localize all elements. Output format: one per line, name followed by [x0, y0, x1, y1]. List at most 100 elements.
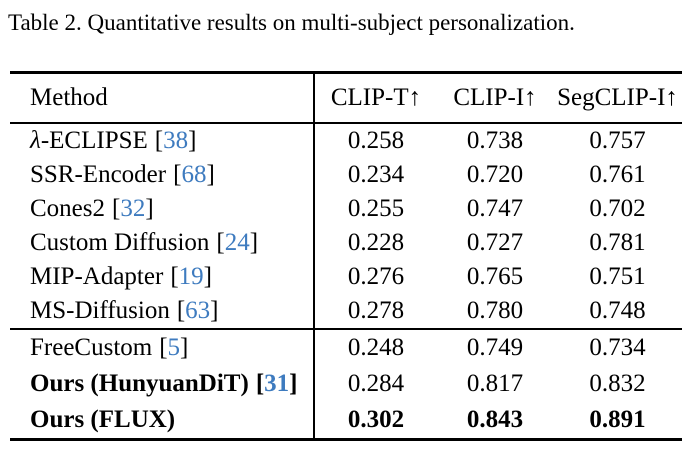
citation-link[interactable]: 38 [163, 127, 189, 154]
citation: [24] [216, 229, 258, 256]
citation-close-bracket: ] [249, 229, 259, 256]
col-header-clip-t: CLIP-T↑ [313, 74, 437, 122]
clip-i-value: 0.843 [466, 406, 524, 433]
method-name: Custom Diffusion [30, 229, 210, 256]
citation-link[interactable]: 68 [181, 161, 207, 188]
citation: [38] [155, 127, 197, 154]
citation-link[interactable]: 5 [167, 334, 181, 361]
method-name: Cones2 [30, 195, 105, 222]
clip-t-value: 0.255 [313, 192, 437, 226]
table-row: Ours (FLUX) 0.302 0.843 0.891 [10, 402, 682, 438]
segclip-i-value: 0.781 [589, 229, 646, 256]
clip-t-value: 0.258 [313, 124, 437, 158]
citation-close-bracket: ] [210, 297, 219, 324]
results-table: Method CLIP-T↑ CLIP-I↑ SegCLIP-I↑ λ-ECLI… [10, 71, 682, 441]
midrule [10, 328, 682, 330]
citation-close-bracket: ] [206, 161, 215, 188]
clip-i-value: 0.765 [466, 263, 524, 290]
table-row: SSR-Encoder [68] 0.234 0.720 0.761 [10, 158, 682, 192]
citation-open-bracket: [ [255, 370, 265, 397]
method-cell: MIP-Adapter [19] [10, 260, 313, 294]
segclip-i-value: 0.748 [589, 297, 646, 324]
clip-i-value: 0.780 [466, 297, 524, 324]
header-separator-rule [10, 122, 682, 124]
method-name: MS-Diffusion [30, 297, 170, 324]
method-name: SSR-Encoder [30, 161, 167, 188]
method-name: FreeCustom [30, 334, 153, 361]
method-cell: λ-ECLIPSE [38] [10, 124, 313, 158]
table-row: λ-ECLIPSE [38] 0.258 0.738 0.757 [10, 124, 682, 158]
table-caption: Table 2. Quantitative results on multi-s… [8, 10, 575, 35]
citation-open-bracket: [ [112, 195, 121, 222]
clip-t-value: 0.276 [313, 260, 437, 294]
table-bottom-rule [10, 438, 682, 441]
segclip-i-value: 0.734 [589, 334, 646, 361]
citation-close-bracket: ] [145, 195, 154, 222]
citation-link[interactable]: 19 [178, 263, 204, 290]
clip-t-value: 0.278 [313, 294, 437, 328]
clip-t-value: 0.302 [313, 402, 437, 438]
citation-open-bracket: [ [176, 297, 186, 324]
method-cell: MS-Diffusion [63] [10, 294, 313, 328]
table-row: Cones2 [32] 0.255 0.747 0.702 [10, 192, 682, 226]
clip-i-value: 0.720 [466, 161, 524, 188]
segclip-i-value: 0.751 [589, 263, 646, 290]
baseline-methods-block: λ-ECLIPSE [38] 0.258 0.738 0.757 SSR-Enco… [10, 124, 682, 328]
citation-close-bracket: ] [289, 370, 298, 397]
citation: [31] [256, 370, 298, 397]
clip-i-value: 0.738 [466, 127, 524, 154]
citation: [68] [173, 161, 215, 188]
segclip-i-value: 0.702 [589, 195, 646, 222]
citation-open-bracket: [ [154, 127, 164, 154]
header-row: Method CLIP-T↑ CLIP-I↑ SegCLIP-I↑ [10, 74, 682, 122]
method-cell: FreeCustom [5] [10, 330, 313, 366]
table-row: Ours (HunyuanDiT) [31] 0.284 0.817 0.832 [10, 366, 682, 402]
clip-t-value: 0.228 [313, 226, 437, 260]
clip-t-value: 0.284 [313, 366, 437, 402]
citation: [63] [177, 297, 219, 324]
method-name: Ours (HunyuanDiT) [30, 370, 249, 397]
table-top-rule [10, 71, 682, 74]
citation-close-bracket: ] [180, 334, 189, 361]
method-name: Ours (FLUX) [30, 406, 176, 433]
table-row: MIP-Adapter [19] 0.276 0.765 0.751 [10, 260, 682, 294]
citation-open-bracket: [ [216, 229, 225, 256]
col-header-segclip-i: SegCLIP-I↑ [557, 84, 678, 111]
method-cell: Ours (HunyuanDiT) [31] [10, 366, 313, 402]
segclip-i-value: 0.891 [589, 406, 646, 433]
citation-link[interactable]: 24 [224, 229, 250, 256]
segclip-i-value: 0.832 [589, 370, 646, 397]
citation-close-bracket: ] [203, 263, 212, 290]
col-header-method: Method [30, 84, 108, 111]
citation-open-bracket: [ [173, 161, 182, 188]
method-name-math-prefix: λ [30, 127, 41, 154]
citation-open-bracket: [ [159, 334, 168, 361]
citation-link[interactable]: 32 [120, 195, 146, 222]
col-header-clip-i: CLIP-I↑ [453, 84, 537, 111]
method-cell: Cones2 [32] [10, 192, 313, 226]
method-name: -ECLIPSE [40, 127, 148, 154]
segclip-i-value: 0.757 [589, 127, 646, 154]
clip-i-value: 0.817 [466, 370, 524, 397]
clip-t-value: 0.248 [313, 330, 437, 366]
method-cell: Ours (FLUX) [10, 402, 313, 438]
citation-link[interactable]: 31 [264, 370, 290, 397]
citation-close-bracket: ] [188, 127, 197, 154]
clip-i-value: 0.749 [466, 334, 524, 361]
table-row: Custom Diffusion [24] 0.228 0.727 0.781 [10, 226, 682, 260]
clip-i-value: 0.747 [466, 195, 524, 222]
method-name: MIP-Adapter [30, 263, 164, 290]
method-cell: Custom Diffusion [24] [10, 226, 313, 260]
clip-i-value: 0.727 [466, 229, 524, 256]
citation-link[interactable]: 63 [185, 297, 211, 324]
segclip-i-value: 0.761 [589, 161, 646, 188]
citation: [19] [170, 263, 212, 290]
ours-methods-block: FreeCustom [5] 0.248 0.749 0.734 Ours (Hu… [10, 330, 682, 438]
citation-open-bracket: [ [170, 263, 179, 290]
clip-t-value: 0.234 [313, 158, 437, 192]
method-cell: SSR-Encoder [68] [10, 158, 313, 192]
citation: [5] [159, 334, 188, 361]
citation: [32] [112, 195, 154, 222]
table-row: FreeCustom [5] 0.248 0.749 0.734 [10, 330, 682, 366]
